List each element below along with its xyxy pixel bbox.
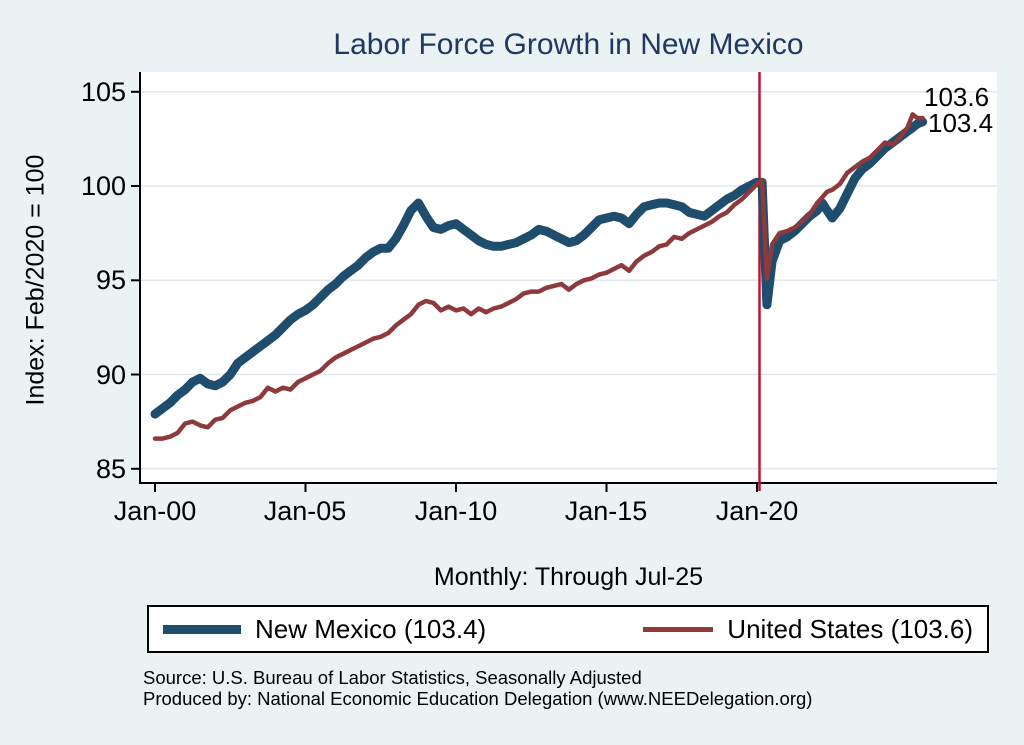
legend-label-new-mexico: New Mexico (103.4) bbox=[255, 613, 487, 644]
legend-swatch-united-states bbox=[643, 626, 714, 632]
chart-title: Labor Force Growth in New Mexico bbox=[333, 28, 804, 61]
legend: New Mexico (103.4) United States (103.6) bbox=[147, 605, 989, 653]
plot-area bbox=[140, 72, 997, 483]
x-tick-label: Jan-05 bbox=[263, 496, 347, 526]
legend-item-new-mexico: New Mexico (103.4) bbox=[163, 614, 486, 645]
series-line-united-states bbox=[152, 112, 925, 441]
y-tick-label: 90 bbox=[95, 360, 126, 390]
y-tick-label: 95 bbox=[95, 265, 126, 295]
legend-swatch-new-mexico bbox=[163, 624, 241, 634]
x-axis-title: Monthly: Through Jul-25 bbox=[433, 563, 704, 591]
source-note: Source: U.S. Bureau of Labor Statistics,… bbox=[143, 667, 813, 709]
source-line: Source: U.S. Bureau of Labor Statistics,… bbox=[143, 667, 642, 688]
produced-by-line: Produced by: National Economic Education… bbox=[143, 687, 813, 709]
legend-item-united-states: United States (103.6) bbox=[643, 614, 973, 645]
end-value-label-united-states: 103.6 bbox=[924, 82, 990, 112]
x-tick-label: Jan-20 bbox=[715, 496, 799, 526]
legend-label-united-states: United States (103.6) bbox=[727, 613, 973, 644]
end-value-label-new-mexico: 103.4 bbox=[928, 108, 994, 138]
y-tick-label: 105 bbox=[80, 77, 126, 107]
y-tick-label: 85 bbox=[95, 454, 126, 484]
x-tick-label: Jan-00 bbox=[113, 496, 197, 526]
x-tick-label: Jan-15 bbox=[564, 496, 648, 526]
y-tick-label: 100 bbox=[80, 171, 126, 201]
x-tick-label: Jan-10 bbox=[414, 496, 498, 526]
